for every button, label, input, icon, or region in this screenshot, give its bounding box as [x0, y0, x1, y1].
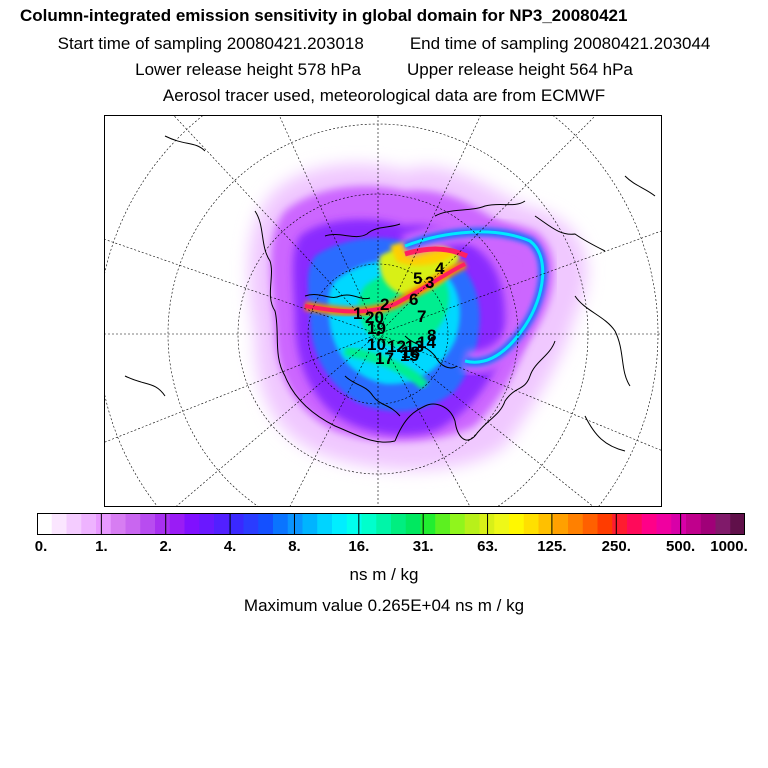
colorbar-swatch: [671, 513, 687, 535]
colorbar-tick-label: 4.: [223, 538, 237, 555]
map-label: 10: [367, 335, 386, 354]
colorbar-swatch: [199, 513, 215, 535]
colorbar-swatch: [420, 513, 436, 535]
map-label: 6: [409, 290, 418, 309]
colorbar-swatch: [376, 513, 392, 535]
colorbar-swatch: [730, 513, 745, 535]
lat-lon-grid: [105, 116, 661, 506]
map-label: 4: [435, 259, 445, 278]
map-label: 3: [425, 273, 434, 292]
colorbar-swatch: [509, 513, 525, 535]
map-label: 5: [413, 269, 422, 288]
colorbar-swatch: [494, 513, 510, 535]
colorbar-swatch: [361, 513, 377, 535]
map-label: 17: [375, 349, 394, 368]
colorbar-swatch: [169, 513, 186, 535]
colorbar-swatch: [553, 513, 569, 535]
map-label: 20: [365, 308, 384, 327]
colorbar-swatch: [287, 513, 304, 535]
colorbar-tick-label: 250.: [601, 538, 631, 555]
colorbar-swatch: [346, 513, 363, 535]
map-label: 13: [405, 337, 424, 356]
sampling-times: Start time of sampling 20080421.203018 En…: [0, 34, 768, 54]
colorbar-swatch: [597, 513, 613, 535]
coastlines: [124, 135, 656, 452]
colorbar-swatch: [538, 513, 554, 535]
colorbar-swatch: [66, 513, 82, 535]
tracer-info: Aerosol tracer used, meteorological data…: [162, 86, 606, 105]
map-label: 1: [353, 304, 362, 323]
colorbar-swatch: [317, 513, 333, 535]
colorbar-swatch: [700, 513, 717, 535]
colorbar-swatch: [228, 513, 245, 535]
colorbar-swatch: [125, 513, 141, 535]
colorbar-tick-label: 125.: [537, 538, 567, 555]
colorbar-swatch: [302, 513, 318, 535]
colorbar-swatch: [464, 513, 481, 535]
map-label: 2: [380, 295, 389, 314]
colorbar-swatch: [258, 513, 274, 535]
colorbar-swatch: [273, 513, 289, 535]
colorbar-swatch: [582, 513, 599, 535]
map-label: 12: [387, 337, 406, 356]
map-label: 18: [401, 343, 420, 362]
colorbar-tick-label: 500.: [666, 538, 696, 555]
polar-map: 4 3 5 2 6 1 20 7 8 19 10 12 13 14 15 17 …: [105, 116, 661, 506]
colorbar-swatch: [435, 513, 451, 535]
colorbar-swatch: [81, 513, 97, 535]
colorbar-tick-label: 63.: [477, 538, 498, 555]
colorbar-swatch: [450, 513, 466, 535]
colorbar-swatch: [627, 513, 643, 535]
colorbar-tick-label: 0.: [34, 538, 48, 555]
colorbar-swatch: [332, 513, 348, 535]
lower-release-label: Lower release height 578 hPa: [135, 60, 361, 79]
colorbar-tick-label: 8.: [288, 538, 301, 555]
colorbar-swatch: [51, 513, 68, 535]
upper-release-label: Upper release height 564 hPa: [407, 60, 633, 79]
colorbar-tick-label: 2.: [159, 538, 172, 555]
colorbar-swatch: [568, 513, 584, 535]
colorbar-swatch: [96, 513, 112, 535]
colorbar-swatch: [715, 513, 731, 535]
colorbar-border: [37, 513, 745, 535]
colorbar-swatch: [686, 513, 702, 535]
maximum-value-label: Maximum value 0.265E+04 ns m / kg: [243, 596, 525, 615]
colorbar-unit: ns m / kg: [349, 565, 419, 584]
colorbar-swatch: [641, 513, 658, 535]
sensitivity-field: [248, 164, 587, 470]
polar-map-panel: 4 3 5 2 6 1 20 7 8 19 10 12 13 14 15 17 …: [104, 115, 662, 507]
map-title: Column-integrated emission sensitivity i…: [20, 6, 628, 25]
colorbar-swatch: [523, 513, 540, 535]
colorbar-swatch: [612, 513, 628, 535]
trajectory-labels: 4 3 5 2 6 1 20 7 8 19 10 12 13 14 15 17 …: [353, 259, 445, 368]
colorbar-swatch: [214, 513, 230, 535]
map-label: 7: [417, 307, 426, 326]
map-label: 14: [417, 333, 436, 352]
start-time-label: Start time of sampling 20080421.203018: [57, 34, 364, 53]
colorbar-swatch: [243, 513, 259, 535]
colorbar-swatch: [184, 513, 200, 535]
map-label: 15: [400, 346, 419, 365]
colorbar-swatch: [391, 513, 407, 535]
colorbar: [37, 513, 745, 535]
colorbar-swatch: [37, 513, 53, 535]
release-heights: Lower release height 578 hPa Upper releas…: [0, 60, 768, 80]
colorbar-tick-label: 16.: [348, 538, 370, 555]
colorbar-swatch: [656, 513, 672, 535]
map-label: 8: [427, 326, 436, 345]
colorbar-swatch: [110, 513, 127, 535]
colorbar-tick-label: 1000.: [710, 538, 748, 555]
colorbar-tick-label: 31.: [412, 538, 434, 555]
colorbar-swatch: [140, 513, 156, 535]
end-time-label: End time of sampling 20080421.203044: [409, 34, 711, 53]
colorbar-tick-label: 1.: [95, 538, 108, 555]
map-label: 19: [367, 319, 386, 338]
colorbar-swatch: [155, 513, 171, 535]
colorbar-swatch: [405, 513, 422, 535]
